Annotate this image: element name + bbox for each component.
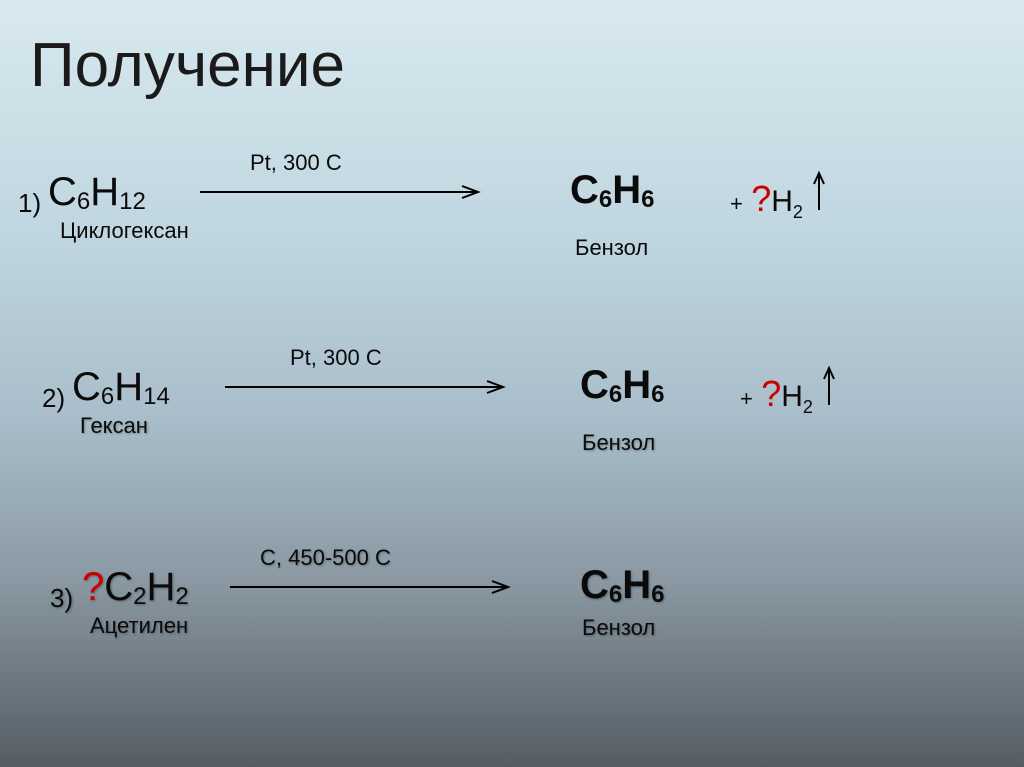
row-number: 3)	[50, 583, 73, 614]
reactant-label: Гексан	[80, 413, 148, 439]
gas-arrow-icon	[811, 170, 831, 212]
reactant-formula: C6H14	[72, 365, 170, 411]
reaction-arrow-icon	[230, 579, 520, 599]
gas-arrow-icon	[821, 365, 841, 407]
reaction-arrow-icon	[225, 379, 515, 399]
reaction-condition: C, 450-500 C	[260, 545, 391, 571]
product-formula: C6H6	[580, 563, 665, 609]
reaction-arrow-icon	[200, 184, 490, 204]
row-number: 2)	[42, 383, 65, 414]
reactant-label: Ацетилен	[90, 613, 188, 639]
reaction-row-3: 3) ?C2H2 Ацетилен C, 450-500 C C6H6 Бенз…	[0, 555, 1024, 675]
reaction-condition: Pt, 300 C	[250, 150, 342, 176]
slide-title: Получение	[30, 30, 345, 101]
reaction-row-2: 2) C6H14 Гексан Pt, 300 C C6H6 Бензол + …	[0, 355, 1024, 475]
reactant-formula: ?C2H2	[82, 565, 189, 611]
byproduct: + ?H2	[740, 373, 841, 418]
reaction-row-1: 1) C6H12 Циклогексан Pt, 300 C C6H6 Бенз…	[0, 160, 1024, 280]
reactant-label: Циклогексан	[60, 218, 189, 244]
reactant-formula: C6H12	[48, 170, 146, 216]
product-formula: C6H6	[570, 168, 655, 214]
product-label: Бензол	[582, 615, 655, 641]
row-number: 1)	[18, 188, 41, 219]
reaction-condition: Pt, 300 C	[290, 345, 382, 371]
product-label: Бензол	[582, 430, 655, 456]
product-formula: C6H6	[580, 363, 665, 409]
byproduct: + ?H2	[730, 178, 831, 223]
product-label: Бензол	[575, 235, 648, 261]
